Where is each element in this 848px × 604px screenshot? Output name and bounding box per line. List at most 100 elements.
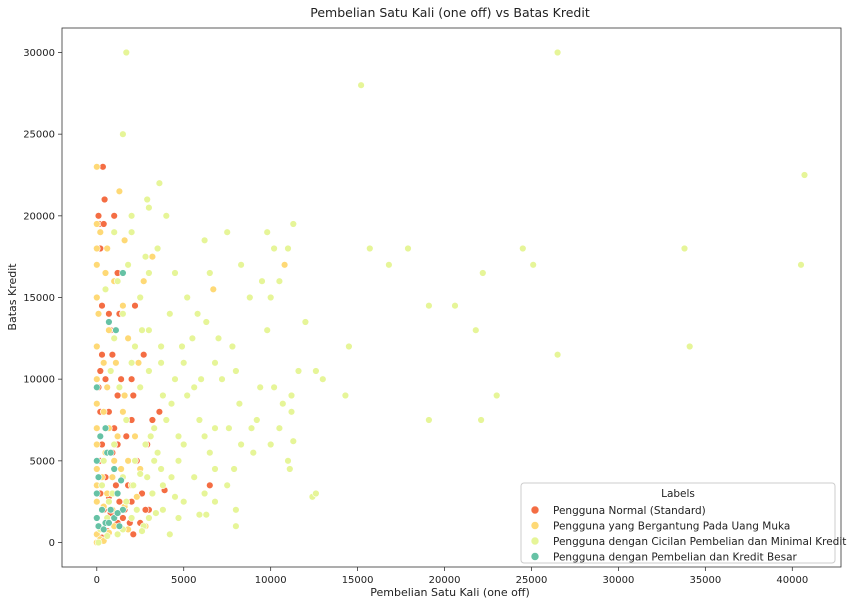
data-point bbox=[289, 437, 297, 445]
data-point bbox=[112, 326, 120, 334]
data-point bbox=[131, 302, 139, 310]
data-point bbox=[493, 391, 501, 400]
data-point bbox=[96, 367, 105, 375]
data-point bbox=[113, 489, 122, 498]
data-point bbox=[237, 261, 245, 269]
data-point bbox=[150, 424, 158, 432]
data-point bbox=[451, 302, 459, 310]
data-point bbox=[366, 244, 374, 253]
x-tick-label: 30000 bbox=[603, 575, 635, 586]
data-point bbox=[190, 383, 198, 391]
data-point bbox=[256, 383, 264, 391]
data-point bbox=[93, 220, 101, 228]
data-point bbox=[120, 391, 129, 400]
data-point bbox=[93, 261, 101, 269]
data-point bbox=[263, 228, 271, 236]
data-point bbox=[171, 375, 179, 383]
data-point bbox=[145, 204, 153, 212]
data-point bbox=[148, 416, 157, 424]
data-point bbox=[101, 424, 110, 432]
data-point bbox=[174, 514, 183, 522]
data-point bbox=[138, 489, 146, 498]
data-point bbox=[167, 473, 176, 481]
data-point bbox=[101, 269, 110, 277]
data-point bbox=[404, 244, 412, 253]
data-point bbox=[345, 342, 353, 351]
data-point bbox=[206, 269, 214, 277]
data-point bbox=[113, 432, 122, 440]
data-point bbox=[800, 171, 809, 179]
data-point bbox=[103, 383, 111, 391]
data-point bbox=[155, 179, 164, 187]
data-point bbox=[153, 449, 162, 457]
data-point bbox=[195, 511, 204, 519]
data-point bbox=[117, 465, 125, 473]
data-point bbox=[99, 163, 107, 171]
data-point bbox=[195, 416, 204, 424]
data-point bbox=[171, 493, 179, 501]
data-point bbox=[153, 244, 162, 253]
data-point bbox=[119, 302, 127, 310]
x-tick-label: 20000 bbox=[429, 575, 461, 586]
data-point bbox=[119, 269, 127, 277]
data-point bbox=[110, 212, 118, 220]
data-point bbox=[106, 449, 115, 457]
data-point bbox=[223, 228, 231, 236]
data-point bbox=[211, 424, 219, 432]
data-point bbox=[197, 375, 205, 383]
data-point bbox=[110, 228, 118, 236]
data-point bbox=[225, 424, 233, 432]
data-point bbox=[263, 326, 271, 334]
data-point bbox=[138, 326, 146, 334]
data-point bbox=[167, 400, 176, 408]
data-point bbox=[211, 465, 219, 473]
data-point bbox=[136, 293, 144, 302]
data-point bbox=[93, 498, 101, 506]
data-point bbox=[145, 326, 153, 334]
data-point bbox=[103, 244, 111, 253]
chart-title: Pembelian Satu Kali (one off) vs Batas K… bbox=[310, 5, 590, 20]
data-point bbox=[103, 532, 111, 540]
y-tick-label: 15000 bbox=[23, 293, 55, 304]
data-point bbox=[124, 261, 132, 269]
data-point bbox=[253, 416, 261, 424]
data-point bbox=[477, 416, 485, 424]
data-point bbox=[286, 465, 294, 473]
data-point bbox=[145, 367, 153, 375]
data-point bbox=[101, 285, 110, 293]
data-point bbox=[94, 310, 103, 318]
x-axis: 0 5000 10000 15000 20000 25000 30000 35000 40000 bbox=[94, 567, 808, 586]
x-tick-label: 40000 bbox=[776, 575, 808, 586]
data-point bbox=[157, 465, 165, 473]
data-point bbox=[190, 473, 198, 481]
data-point bbox=[140, 351, 148, 359]
data-point bbox=[141, 506, 150, 514]
data-point bbox=[99, 220, 108, 228]
data-point bbox=[127, 514, 136, 522]
data-point bbox=[110, 457, 118, 465]
data-point bbox=[129, 391, 138, 400]
data-point bbox=[223, 481, 231, 489]
data-point bbox=[94, 538, 103, 547]
data-point bbox=[147, 432, 155, 440]
data-point bbox=[183, 391, 191, 400]
data-point bbox=[479, 269, 487, 277]
y-tick-label: 20000 bbox=[23, 211, 55, 222]
data-point bbox=[162, 212, 171, 220]
data-point bbox=[93, 400, 101, 408]
x-axis-label: Pembelian Satu Kali (one off) bbox=[370, 586, 530, 599]
data-point bbox=[287, 391, 296, 400]
data-point bbox=[115, 522, 124, 530]
data-point bbox=[124, 334, 132, 342]
points-layer bbox=[93, 48, 809, 547]
data-point bbox=[294, 367, 303, 375]
data-point bbox=[152, 509, 160, 517]
data-point bbox=[94, 212, 103, 220]
data-point bbox=[174, 457, 183, 465]
data-point bbox=[519, 244, 527, 253]
legend-title: Labels bbox=[661, 488, 695, 500]
data-point bbox=[119, 506, 127, 514]
data-point bbox=[136, 470, 144, 478]
data-point bbox=[193, 310, 202, 318]
data-point bbox=[425, 416, 433, 424]
